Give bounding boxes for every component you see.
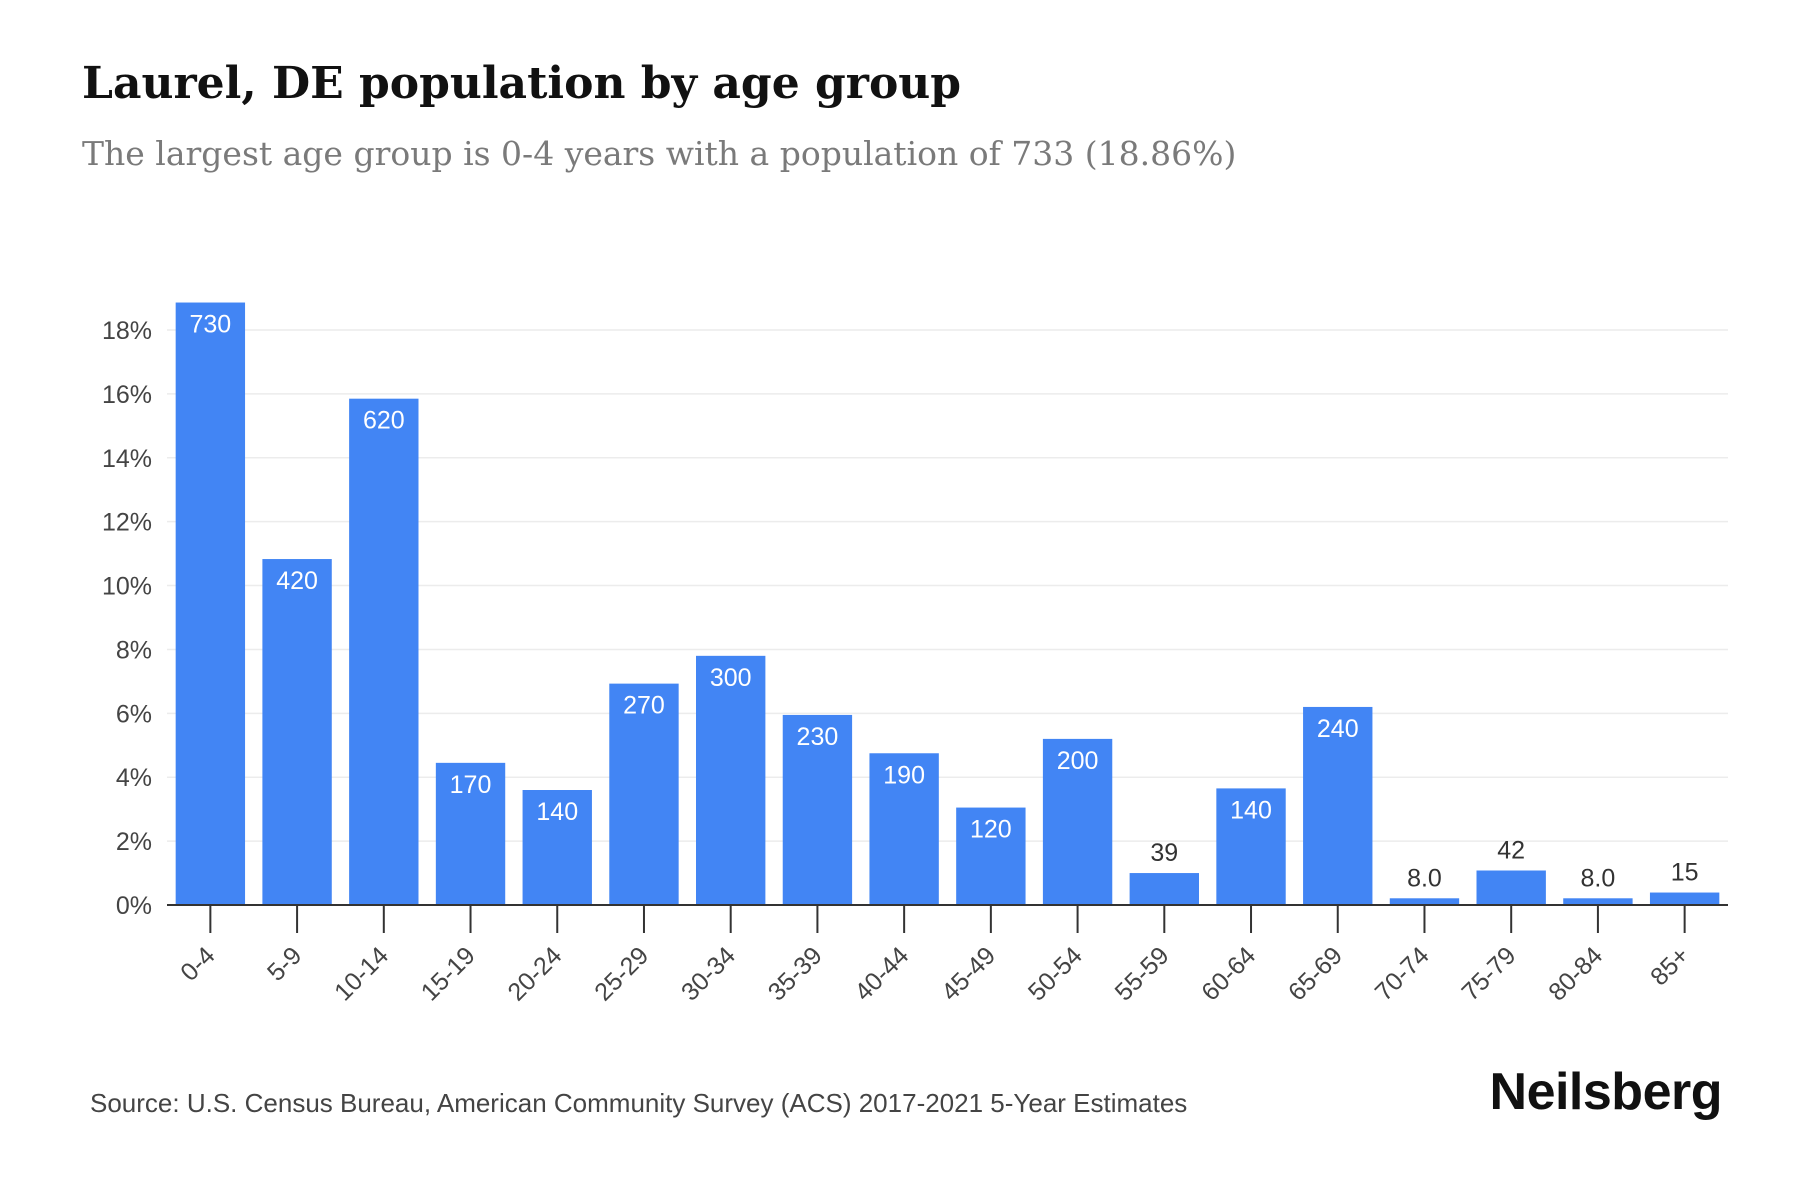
bar-45-49 [956, 807, 1026, 905]
bar-value-label: 8.0 [1581, 864, 1616, 892]
x-tick-label: 75-79 [1456, 941, 1521, 1006]
x-tick-label: 85+ [1645, 941, 1695, 991]
bar-20-24 [522, 790, 592, 905]
x-tick-label: 60-64 [1196, 941, 1261, 1006]
bar-70-74 [1389, 898, 1460, 905]
bar-30-34 [696, 655, 766, 905]
y-tick-label: 6% [116, 700, 152, 728]
bar-value-label: 300 [710, 664, 752, 692]
bar-60-64 [1216, 788, 1286, 905]
x-tick-label: 5-9 [262, 941, 307, 986]
bar-10-14 [349, 398, 419, 905]
bar-25-29 [609, 683, 679, 905]
bar-65-69 [1303, 706, 1373, 905]
bar-value-label: 140 [1230, 796, 1272, 824]
x-tick-label: 35-39 [763, 941, 828, 1006]
x-tick-label: 70-74 [1370, 941, 1435, 1006]
x-tick-label: 15-19 [416, 941, 481, 1006]
bar-value-label: 170 [450, 771, 492, 799]
bar-value-label: 15 [1671, 859, 1699, 887]
bar-value-label: 200 [1057, 747, 1099, 775]
y-tick-label: 0% [116, 892, 152, 920]
bars: 730 420 620 170 140 270 300 230 190 120 200 39 140 24… [175, 302, 1720, 905]
bar-value-label: 240 [1317, 715, 1359, 743]
bar-value-label: 620 [363, 407, 405, 435]
bar-85+ [1649, 892, 1720, 905]
y-tick-label: 18% [102, 317, 152, 345]
bar-55-59 [1129, 873, 1199, 905]
bar-40-44 [869, 753, 939, 905]
bar-value-label: 140 [536, 798, 578, 826]
x-tick-label: 65-69 [1283, 941, 1348, 1006]
x-axis-ticks: 0-4 5-9 10-14 15-19 20-24 25-29 30-34 35-39 40-4… [175, 905, 1695, 1006]
y-tick-label: 14% [102, 445, 152, 473]
x-tick-label: 25-29 [589, 941, 654, 1006]
bar-value-label: 230 [797, 723, 839, 751]
bar-value-label: 120 [970, 816, 1012, 844]
chart-title: Laurel, DE population by age group [82, 58, 962, 109]
bar-75-79 [1476, 870, 1546, 905]
y-tick-label: 16% [102, 381, 152, 409]
x-tick-label: 50-54 [1023, 941, 1088, 1006]
x-tick-label: 10-14 [329, 941, 394, 1006]
bar-15-19 [435, 762, 506, 905]
bar-value-label: 42 [1497, 837, 1525, 865]
bar-value-label: 190 [883, 761, 925, 789]
bar-value-label: 8.0 [1407, 864, 1442, 892]
bar-80-84 [1563, 898, 1633, 905]
y-axis-ticks: 0% 2% 4% 6% 8% 10% 12% 14% 16% 18% [102, 317, 152, 920]
x-tick-label: 80-84 [1543, 941, 1608, 1006]
bar-50-54 [1042, 738, 1113, 905]
x-tick-label: 55-59 [1110, 941, 1175, 1006]
x-tick-label: 45-49 [936, 941, 1001, 1006]
x-tick-label: 40-44 [849, 941, 914, 1006]
y-tick-label: 12% [102, 509, 152, 537]
bar-value-label: 420 [276, 567, 318, 595]
bar-5-9 [262, 559, 332, 905]
chart-subtitle: The largest age group is 0-4 years with … [82, 134, 1237, 173]
bar-value-label: 39 [1150, 839, 1178, 867]
brand-logo: Neilsberg [1489, 1063, 1723, 1121]
bar-value-label: 270 [623, 692, 665, 720]
x-tick-label: 20-24 [502, 941, 567, 1006]
y-tick-label: 8% [116, 636, 152, 664]
bar-value-label: 730 [190, 311, 232, 339]
x-tick-label: 0-4 [175, 941, 220, 986]
y-tick-label: 4% [116, 764, 152, 792]
x-tick-label: 30-34 [676, 941, 741, 1006]
bar-0-4 [175, 302, 246, 905]
y-tick-label: 2% [116, 828, 152, 856]
gridlines [167, 329, 1728, 842]
source-note: Source: U.S. Census Bureau, American Com… [90, 1088, 1188, 1118]
y-tick-label: 10% [102, 573, 152, 601]
bar-35-39 [782, 714, 853, 905]
